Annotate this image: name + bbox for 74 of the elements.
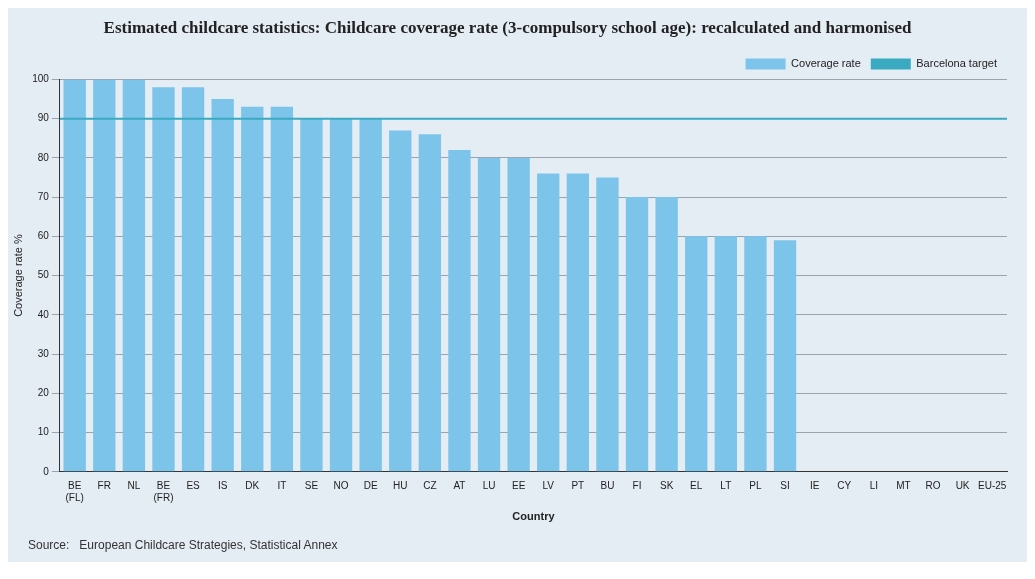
x-tick-label: EE <box>511 479 526 491</box>
x-tick-label: LV <box>542 479 555 491</box>
x-tick-label: HU <box>393 479 408 491</box>
bar <box>685 236 708 472</box>
y-tick-label: 50 <box>37 269 50 281</box>
bar <box>152 87 175 472</box>
x-tick-label: IE <box>809 479 820 491</box>
y-tick-label: 40 <box>37 308 50 320</box>
bar <box>359 118 382 472</box>
x-tick-label: MT <box>896 479 911 491</box>
x-tick-label: RO <box>925 479 941 491</box>
bar <box>63 79 86 472</box>
legend-label: Coverage rate <box>791 56 861 69</box>
x-tick-label: LU <box>482 479 496 491</box>
x-tick-label: IS <box>217 479 228 491</box>
bar <box>241 106 264 472</box>
y-tick-label: 10 <box>37 426 50 438</box>
chart-title: Estimated childcare statistics: Childcare coverage rate (3-compulsory school age): recalculated and harmonised <box>103 17 912 37</box>
legend-label: Barcelona target <box>916 56 997 69</box>
bar <box>418 134 442 472</box>
x-tick-label: UK <box>955 479 970 491</box>
y-tick-label: 90 <box>37 112 50 124</box>
bar <box>329 118 353 472</box>
bar <box>714 236 737 472</box>
x-tick-label: BE (FL) <box>65 479 84 503</box>
x-tick-label: DK <box>245 479 260 491</box>
x-tick-label: LT <box>720 479 732 491</box>
x-tick-label: DE <box>363 479 378 491</box>
x-tick-label: CZ <box>423 479 437 491</box>
y-tick-label: 0 <box>43 465 50 477</box>
bar <box>655 197 678 472</box>
x-tick-label: AT <box>453 479 466 491</box>
x-tick-label: SI <box>780 479 790 491</box>
x-tick-label: BU <box>600 479 615 491</box>
y-tick-label: 70 <box>37 190 50 202</box>
y-tick-label: 100 <box>32 73 50 85</box>
x-tick-label: SE <box>304 479 319 491</box>
bar <box>270 106 294 472</box>
x-tick-label: FI <box>632 479 642 491</box>
bar <box>181 87 205 472</box>
x-tick-label: CY <box>837 479 852 491</box>
bar <box>477 157 501 472</box>
bar <box>596 177 619 472</box>
y-tick-label: 60 <box>37 230 50 242</box>
x-tick-label: FR <box>97 479 111 491</box>
x-axis-title: Country <box>512 510 556 523</box>
x-tick-label: EL <box>690 479 703 491</box>
source-note: Source: European Childcare Strategies, Statistical Annex <box>27 537 339 554</box>
y-axis-title: Coverage rate % <box>11 234 24 317</box>
x-tick-label: ES <box>186 479 201 491</box>
x-tick-label: NL <box>127 479 141 491</box>
x-tick-label: EU-25 <box>978 479 1007 491</box>
bar <box>773 240 797 472</box>
bar <box>300 118 323 472</box>
x-tick-label: SK <box>659 479 674 491</box>
bar <box>744 236 767 472</box>
bar <box>566 173 589 472</box>
x-tick-label: BE (FR) <box>153 479 174 503</box>
x-tick-label: PT <box>571 479 585 491</box>
bar <box>122 79 146 472</box>
x-tick-label: NO <box>333 479 349 491</box>
y-tick-label: 80 <box>37 151 50 163</box>
bar <box>389 130 412 472</box>
bar <box>507 157 530 472</box>
x-tick-label: IT <box>277 479 287 491</box>
bar <box>625 197 649 472</box>
bar <box>93 79 116 472</box>
bar <box>448 150 471 472</box>
bar <box>211 99 234 472</box>
y-tick-label: 20 <box>37 387 50 399</box>
x-tick-label: LI <box>869 479 878 491</box>
y-tick-label: 30 <box>37 347 50 359</box>
x-tick-label: PL <box>749 479 762 491</box>
bar <box>537 173 560 472</box>
